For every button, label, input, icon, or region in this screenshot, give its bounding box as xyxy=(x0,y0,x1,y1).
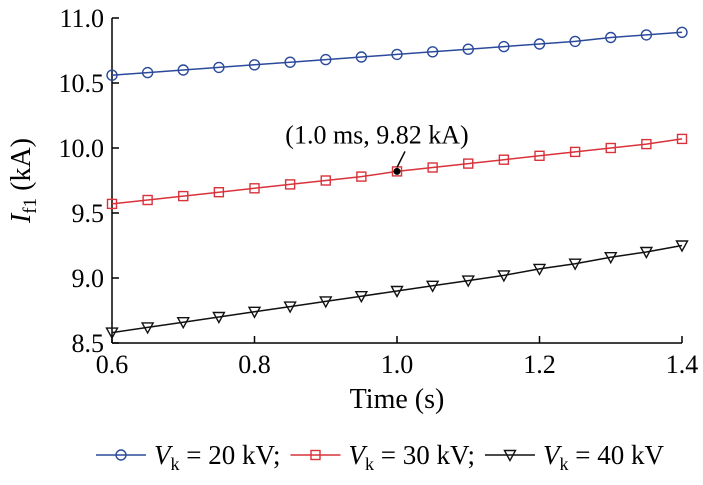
data-point xyxy=(463,158,474,169)
data-point xyxy=(178,190,189,202)
data-point xyxy=(106,198,118,210)
data-point xyxy=(425,280,440,293)
annotation-point xyxy=(393,167,401,175)
data-point xyxy=(176,317,190,330)
data-point xyxy=(142,194,153,206)
data-point xyxy=(213,61,225,74)
data-point xyxy=(604,251,618,265)
y-axis-label-unit: (kA) xyxy=(6,138,37,191)
data-point xyxy=(675,240,689,253)
data-point xyxy=(283,301,297,314)
x-tick-label: 1.2 xyxy=(523,350,556,379)
data-point xyxy=(320,53,332,66)
legend-label: Vk = 40 kV xyxy=(543,440,664,474)
data-point xyxy=(177,64,189,76)
data-point xyxy=(676,26,688,38)
data-point xyxy=(319,296,333,309)
legend-item-2: Vk = 30 kV; xyxy=(290,440,475,474)
y-axis-label: If1 (kA) xyxy=(6,138,41,224)
data-point xyxy=(641,138,652,150)
data-point xyxy=(320,175,331,186)
legend-label-symbol: V xyxy=(348,440,368,470)
data-point xyxy=(355,51,368,63)
data-point xyxy=(356,171,367,182)
y-tick-label: 9.0 xyxy=(72,264,105,293)
data-point xyxy=(391,48,403,61)
y-tick-label: 10.0 xyxy=(59,134,105,163)
data-point xyxy=(639,246,654,259)
y-axis-ticks: 8.5 9.0 9.5 10.0 10.5 11.0 xyxy=(59,4,119,358)
data-point xyxy=(534,150,545,162)
legend-label-subscript: k xyxy=(559,454,568,474)
series-1 xyxy=(106,26,688,81)
annotation-label: (1.0 ms, 9.82 kA) xyxy=(285,120,468,149)
legend-label: Vk = 20 kV; xyxy=(154,440,280,474)
legend-label-text: = 20 kV; xyxy=(180,440,281,470)
series-line xyxy=(111,244,683,334)
data-point xyxy=(427,162,438,173)
y-axis-label-subscript: f1 xyxy=(20,198,41,214)
y-tick-label: 8.5 xyxy=(72,329,105,358)
legend-item-3: Vk = 40 kV xyxy=(484,440,664,474)
legend-label-text: = 30 kV; xyxy=(374,440,475,470)
data-point xyxy=(140,322,155,335)
legend-label-text: = 40 kV xyxy=(568,440,664,470)
data-point xyxy=(106,69,118,81)
data-point xyxy=(498,40,510,53)
legend-label: Vk = 30 kV; xyxy=(348,440,474,474)
data-point xyxy=(569,146,581,158)
x-tick-label: 0.8 xyxy=(238,350,271,379)
data-point xyxy=(284,179,296,190)
legend-label-symbol: V xyxy=(543,440,563,470)
x-axis-ticks: 0.6 0.8 1.0 1.2 1.4 xyxy=(96,336,699,379)
x-tick-label: 0.6 xyxy=(96,350,129,379)
data-point xyxy=(676,133,688,145)
data-point xyxy=(532,263,547,276)
data-point xyxy=(462,43,474,55)
x-tick-label: 1.4 xyxy=(666,350,699,379)
x-tick-label: 1.0 xyxy=(381,350,414,379)
plot-frame xyxy=(111,18,682,344)
data-point xyxy=(605,31,617,44)
legend-item-1: Vk = 20 kV; xyxy=(96,440,280,474)
data-point xyxy=(284,56,296,68)
legend-label-symbol: V xyxy=(154,440,174,470)
data-point xyxy=(212,311,226,324)
legend: Vk = 20 kV; Vk = 30 kV; Vk = 40 kV xyxy=(96,440,664,474)
legend-label-subscript: k xyxy=(171,454,180,474)
y-tick-label: 9.5 xyxy=(72,199,105,228)
data-point xyxy=(605,142,616,154)
series-layer xyxy=(105,26,689,340)
legend-marker xyxy=(115,449,127,461)
y-tick-label: 10.5 xyxy=(59,69,105,98)
legend-marker xyxy=(310,449,321,461)
data-point xyxy=(497,270,511,283)
data-point xyxy=(426,46,439,58)
data-point xyxy=(569,35,581,48)
y-tick-label: 11.0 xyxy=(59,4,104,33)
data-point xyxy=(249,183,260,194)
series-line xyxy=(111,31,683,76)
data-point xyxy=(105,327,119,340)
legend-label-subscript: k xyxy=(365,454,374,474)
annotation-leader-line xyxy=(396,151,406,168)
data-point xyxy=(213,186,225,198)
data-point xyxy=(533,38,546,50)
data-point xyxy=(498,154,510,165)
data-point xyxy=(640,29,653,41)
y-axis-label-symbol: I xyxy=(6,212,37,224)
legend-marker xyxy=(503,449,517,462)
data-point xyxy=(247,306,262,319)
data-point xyxy=(248,59,261,71)
x-axis-label: Time (s) xyxy=(350,384,445,415)
annotation: (1.0 ms, 9.82 kA) xyxy=(285,120,469,175)
data-point xyxy=(461,275,475,288)
data-point xyxy=(568,258,582,271)
data-point xyxy=(390,285,404,298)
data-point xyxy=(354,291,369,304)
series-3 xyxy=(105,240,689,340)
y-axis-label-unit-space xyxy=(6,191,37,198)
data-point xyxy=(141,66,154,79)
